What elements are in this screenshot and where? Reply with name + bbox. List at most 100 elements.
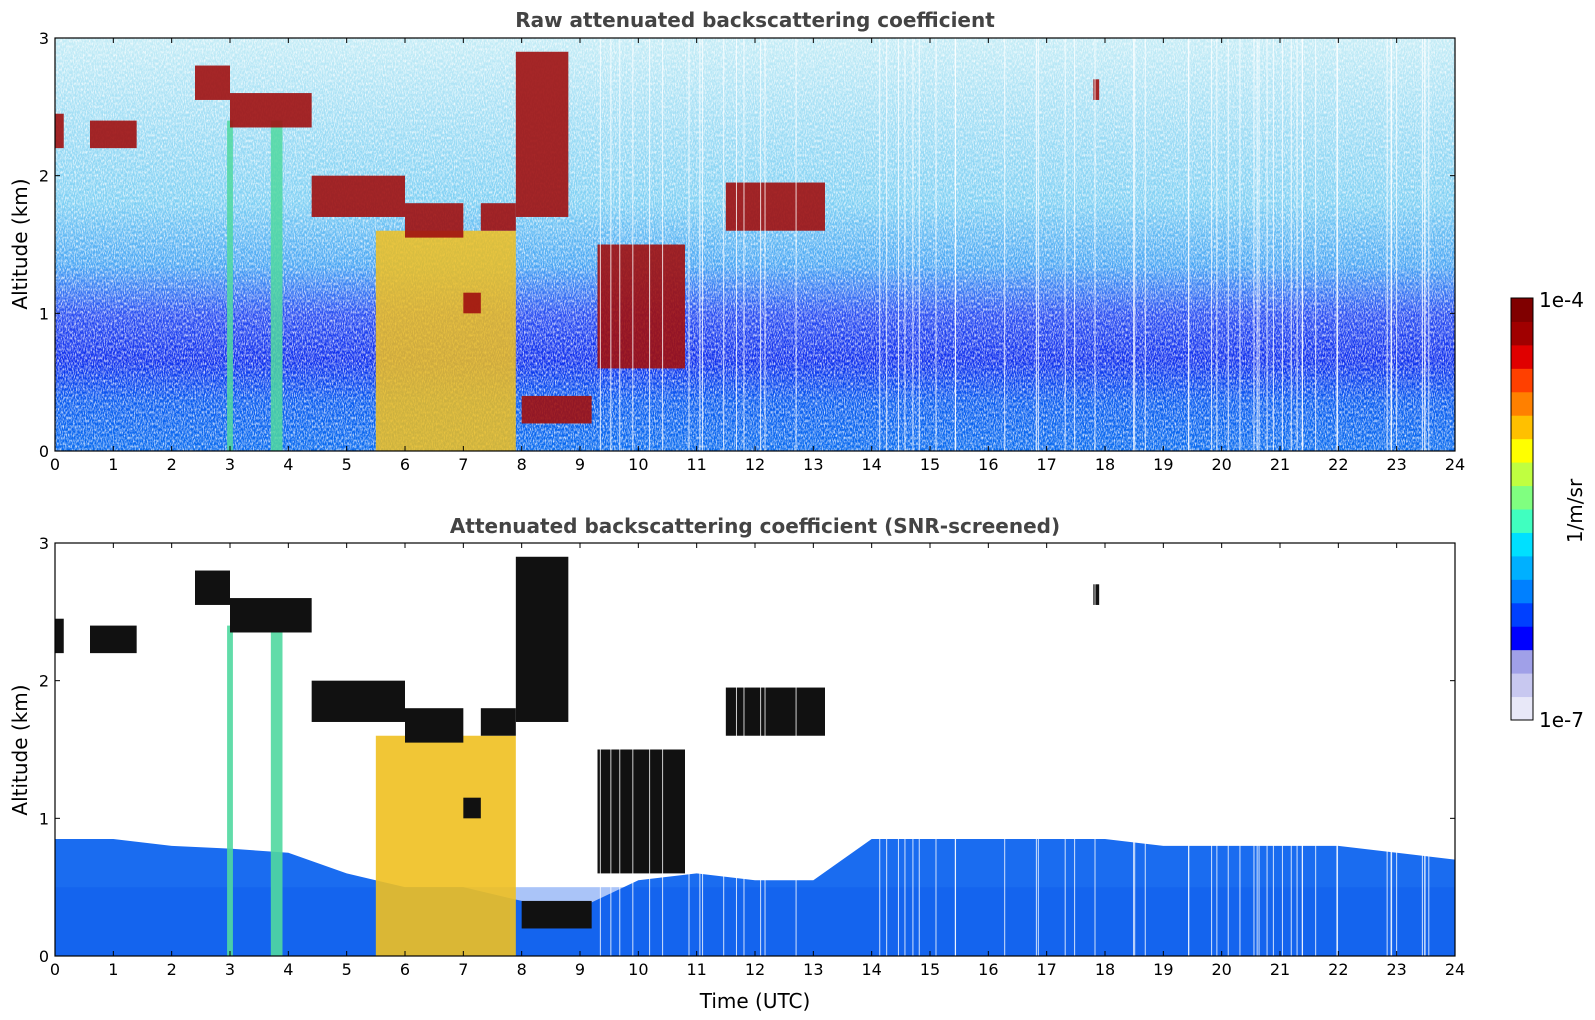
x-tick-label: 4 [283,455,293,474]
x-tick-label: 22 [1328,455,1348,474]
panel-screened-y-axis: 0 1 2 3 [39,534,1455,966]
colorbar-band [1511,579,1533,604]
cloud-layer [405,708,464,743]
cloud-layer [463,292,481,314]
cloud-layer [90,120,137,149]
panel-raw-y-label: Altitude (km) [8,178,32,309]
x-tick-label: 16 [978,455,998,474]
colorbar-band [1511,344,1533,369]
cloud-layer [1093,584,1100,605]
x-tick-label: 6 [400,960,410,979]
x-tick-label: 3 [225,960,235,979]
x-tick-label: 5 [342,960,352,979]
x-tick-label: 1 [108,455,118,474]
colorbar-top-label: 1e-4 [1539,288,1584,312]
cloud-layer [597,749,685,874]
colorbar-frame [1510,297,1534,721]
x-tick-label: 8 [517,960,527,979]
x-tick-label: 19 [1153,960,1173,979]
cloud-layer [195,570,230,605]
x-tick-label: 13 [803,960,823,979]
x-tick-label: 15 [920,960,940,979]
x-tick-label: 21 [1270,455,1290,474]
panel-raw-y-axis: 0 1 2 3 [39,29,1455,461]
colorbar-band [1511,696,1533,721]
colorbar-band [1511,298,1533,322]
x-tick-label: 18 [1095,960,1115,979]
fog-region [227,625,233,956]
y-tick-label: 2 [39,672,49,691]
x-tick-label: 4 [283,960,293,979]
cloud-layer [405,203,464,238]
x-tick-label: 11 [686,455,706,474]
x-tick-label: 13 [803,455,823,474]
x-tick-label: 20 [1211,960,1231,979]
fog-region [270,625,283,956]
colorbar-band [1511,485,1533,510]
colorbar-band [1511,321,1533,346]
x-tick-label: 6 [400,455,410,474]
cloud-layer [90,625,137,654]
fog-region [375,230,516,451]
x-tick-label: 11 [686,960,706,979]
x-tick-label: 14 [861,960,881,979]
colorbar-bottom-label: 1e-7 [1539,708,1584,732]
cloud-layer [230,93,312,128]
x-tick-label: 24 [1445,455,1465,474]
panel-raw-title: Raw attenuated backscattering coefficien… [515,8,995,32]
colorbar-band [1511,555,1533,580]
cloud-layer [725,182,825,231]
colorbar-band [1511,649,1533,674]
x-tick-label: 23 [1386,960,1406,979]
x-tick-label: 17 [1036,960,1056,979]
x-tick-label: 0 [50,960,60,979]
cloud-layer [597,244,685,369]
panel-screened-y-label: Altitude (km) [8,684,32,815]
fog-region [375,735,516,956]
x-tick-label: 22 [1328,960,1348,979]
cloud-layer [515,51,569,217]
panel-raw-x-axis: 0 1 2 3 4 5 6 7 8 9 10 11 12 13 14 15 16 17 18 19 20 21 22 23 24 [50,38,1465,474]
y-tick-label: 1 [39,304,49,323]
cloud-layer [480,203,516,231]
cloud-layer [521,395,592,424]
x-tick-label: 0 [50,455,60,474]
colorbar-band [1511,602,1533,627]
cloud-layer [195,65,230,100]
y-tick-label: 1 [39,809,49,828]
x-tick-label: 10 [628,455,648,474]
x-tick-label: 10 [628,960,648,979]
y-tick-label: 3 [39,29,49,48]
y-tick-label: 3 [39,534,49,553]
x-tick-label: 1 [108,960,118,979]
colorbar-band [1511,626,1533,651]
cloud-layer [311,175,405,217]
colorbar-band [1511,438,1533,463]
panel-screened-x-axis: 0 1 2 3 4 5 6 7 8 9 10 11 12 13 14 15 16 17 18 19 20 21 22 23 24 [50,543,1465,979]
x-tick-label: 3 [225,455,235,474]
fog-region [227,120,233,451]
x-tick-label: 19 [1153,455,1173,474]
x-tick-label: 7 [458,455,468,474]
panel-screened-x-label: Time (UTC) [699,989,811,1013]
cloud-layer [521,900,592,929]
cloud-layer [480,708,516,736]
x-tick-label: 16 [978,960,998,979]
y-tick-label: 2 [39,167,49,186]
panel-screened-heatmap [55,543,1455,956]
cloud-layer [725,687,825,736]
cloud-layer [230,598,312,633]
x-tick-label: 5 [342,455,352,474]
x-tick-label: 12 [745,960,765,979]
y-tick-label: 0 [39,947,49,966]
x-tick-label: 14 [861,455,881,474]
x-tick-label: 24 [1445,960,1465,979]
x-tick-label: 18 [1095,455,1115,474]
cloud-layer [463,797,481,819]
panel-raw: Raw attenuated backscattering coefficien… [8,8,1465,474]
cloud-layer [1093,79,1100,100]
x-tick-label: 8 [517,455,527,474]
colorbar-band [1511,673,1533,698]
x-tick-label: 12 [745,455,765,474]
x-tick-label: 15 [920,455,940,474]
